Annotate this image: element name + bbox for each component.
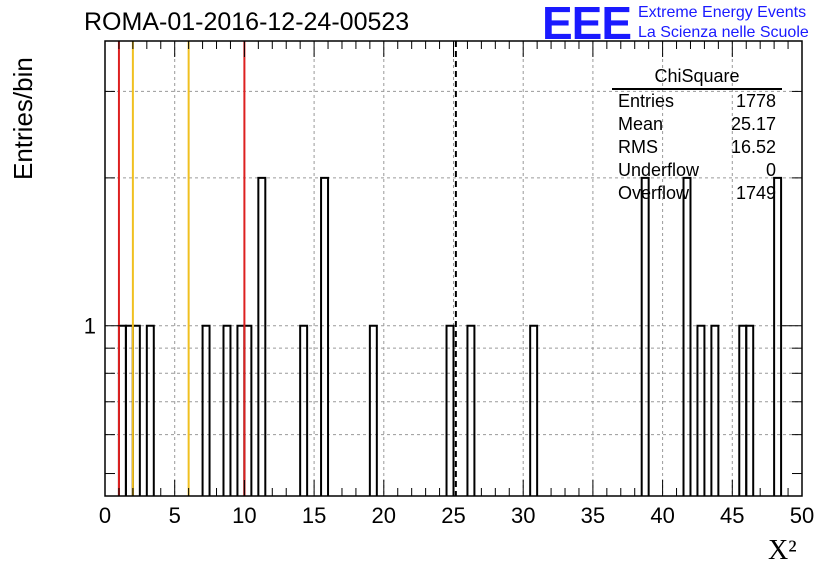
y-tick-label: 1 [84, 314, 96, 339]
histogram-bin [682, 176, 692, 496]
histogram-bin [131, 324, 141, 496]
histogram-bin [222, 324, 232, 496]
histogram-bin [117, 324, 127, 496]
x-tick-label: 15 [302, 503, 326, 528]
stats-label: RMS [618, 137, 658, 157]
histogram-bin [257, 176, 267, 496]
stats-title: ChiSquare [612, 66, 782, 90]
brand-line-1: Extreme Energy Events [638, 4, 807, 21]
histogram-bin [445, 324, 455, 496]
histogram-bin [320, 176, 330, 496]
histogram-bin [738, 324, 748, 496]
histogram-bin [745, 324, 755, 496]
stats-label: Underflow [618, 160, 700, 180]
stats-label: Overflow [618, 183, 690, 203]
stats-row-entries: Entries 1778 [612, 90, 776, 113]
x-axis-label: X² [768, 535, 797, 566]
x-tick-label: 20 [372, 503, 396, 528]
histogram-bin [696, 324, 706, 496]
histogram-bin [124, 324, 134, 496]
histogram-bin [466, 324, 476, 496]
stats-value: 16.52 [730, 137, 776, 157]
histogram-bin [201, 324, 211, 496]
histogram-bin [236, 324, 246, 496]
histogram-bin [529, 324, 539, 496]
x-tick-label: 10 [232, 503, 256, 528]
stats-label: Entries [618, 91, 675, 111]
chart-title: ROMA-01-2016-12-24-00523 [84, 8, 410, 36]
stats-row-underflow: Underflow 0 [612, 159, 776, 182]
histogram-bin [710, 324, 720, 496]
stats-row-rms: RMS 16.52 [612, 136, 776, 159]
x-tick-label: 5 [169, 503, 181, 528]
eee-logo: EEE [542, 0, 632, 49]
histogram-bin [640, 176, 650, 496]
x-tick-label: 25 [441, 503, 465, 528]
stats-value: 1749 [735, 183, 776, 203]
x-tick-label: 0 [99, 503, 111, 528]
stats-row-mean: Mean 25.17 [612, 113, 776, 136]
y-axis-label: Entries/bin [8, 57, 38, 180]
x-tick-label: 35 [581, 503, 605, 528]
x-tick-label: 40 [650, 503, 674, 528]
x-tick-label: 45 [720, 503, 744, 528]
stats-row-overflow: Overflow 1749 [612, 182, 776, 205]
stats-box: ChiSquare Entries 1778 Mean 25.17 RMS 16… [612, 66, 782, 205]
histogram-bin [299, 324, 309, 496]
x-tick-label: 30 [511, 503, 535, 528]
stats-value: 0 [765, 160, 776, 180]
stats-label: Mean [618, 114, 664, 134]
histogram-bin [773, 176, 783, 496]
x-tick-label: 50 [790, 503, 814, 528]
histogram-bin [368, 324, 378, 496]
histogram-bin [145, 324, 155, 496]
brand-line-2: La Scienza nelle Scuole [638, 24, 809, 41]
stats-value: 1778 [735, 91, 776, 111]
histogram-bin [243, 324, 253, 496]
stats-value: 25.17 [730, 114, 776, 134]
